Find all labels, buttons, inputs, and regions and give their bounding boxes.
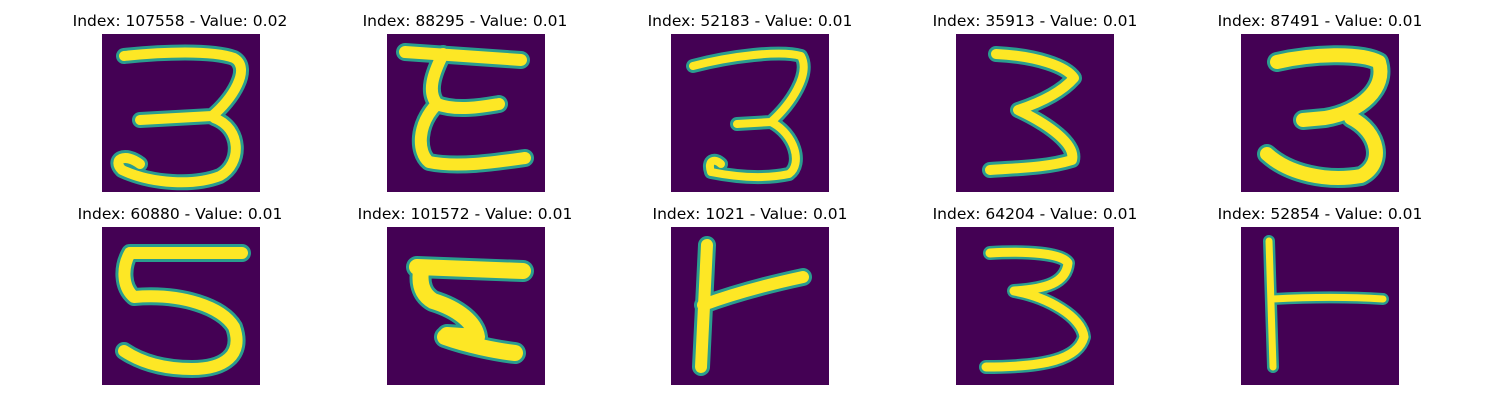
panel-title: Index: 52854 - Value: 0.01 xyxy=(1217,205,1423,223)
digit-3-image xyxy=(671,34,829,192)
digit-t-image xyxy=(1241,227,1399,385)
digit-5-image xyxy=(387,227,545,385)
panel-title: Index: 52183 - Value: 0.01 xyxy=(647,12,853,30)
digit-3-image xyxy=(1241,34,1399,192)
panel-title: Index: 35913 - Value: 0.01 xyxy=(932,12,1138,30)
panel-title: Index: 1021 - Value: 0.01 xyxy=(652,205,848,223)
digit-3-image xyxy=(102,34,260,192)
panel-title: Index: 87491 - Value: 0.01 xyxy=(1217,12,1423,30)
digit-3-image xyxy=(956,227,1114,385)
panel-title: Index: 101572 - Value: 0.01 xyxy=(357,205,573,223)
panel-title: Index: 88295 - Value: 0.01 xyxy=(362,12,568,30)
panel-title: Index: 64204 - Value: 0.01 xyxy=(932,205,1138,223)
panel-title: Index: 60880 - Value: 0.01 xyxy=(77,205,283,223)
digit-3-image xyxy=(956,34,1114,192)
digit-5-image xyxy=(102,227,260,385)
digit-t-image xyxy=(671,227,829,385)
panel-title: Index: 107558 - Value: 0.02 xyxy=(72,12,288,30)
digit-3-image xyxy=(387,34,545,192)
